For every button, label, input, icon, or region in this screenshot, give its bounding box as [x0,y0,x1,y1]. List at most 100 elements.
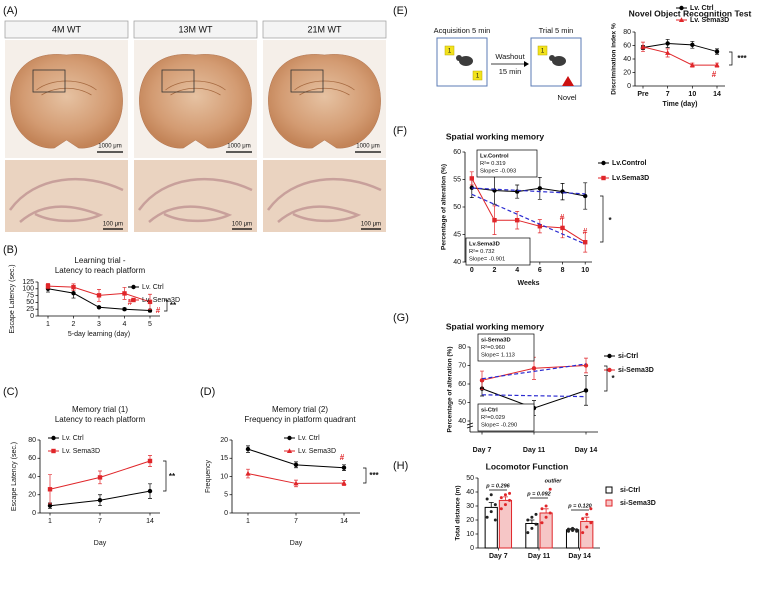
annotation: * [611,374,615,383]
y-tick-label: 0 [627,83,631,90]
object-1 [472,70,483,81]
data-point [51,448,56,454]
data-point [678,17,685,22]
panel-label: (F) [393,125,407,137]
x-tick-label: 4 [123,321,127,328]
data-point [714,49,720,54]
chart-title: Locomotor Function [486,461,569,471]
significance-bracket [164,299,168,312]
x-axis-label: Day [290,540,303,547]
individual-point [534,522,538,526]
data-point [582,193,588,199]
chart-title: Learning trial - [74,256,125,265]
y-tick-label: 125 [22,279,34,286]
x-tick-label: 1 [46,321,50,328]
panel-label: (B) [3,244,18,256]
individual-point [534,512,538,516]
data-point [122,291,127,296]
y-tick-label: 10 [220,473,228,480]
individual-point [508,498,512,502]
column-header-box [133,20,258,39]
individual-point [566,529,570,533]
individual-point [485,515,489,519]
bar [484,506,498,549]
x-tick-label: Day 7 [489,553,508,560]
annotation: # [128,298,133,307]
chart-title: Memory trial (1) [72,405,128,414]
stat-text: si-Ctrl [481,408,498,414]
mouse-head [456,55,462,61]
data-point [71,284,76,290]
roi-box [290,69,324,93]
roi-box [32,69,66,93]
mouse-icon [459,56,473,66]
hippocampus-outline [165,80,226,96]
chart-title: Spatial working memory [446,131,545,141]
individual-point [499,507,503,511]
object-1 [444,45,455,56]
individual-point [503,493,507,497]
stat-box [477,403,535,432]
x-tick-label: 4 [515,267,519,274]
data-point [293,462,299,468]
individual-point [508,491,512,495]
y-tick-label: 20 [623,69,631,76]
x-axis-label: Time (day) [663,101,698,108]
individual-point [585,525,589,529]
individual-point [581,531,585,535]
individual-point [548,487,552,491]
individual-point [566,527,570,531]
y-tick-label: 55 [453,176,461,183]
data-point [640,44,646,49]
annotation: # [712,70,717,79]
data-point [51,435,56,441]
y-tick-label: 40 [28,473,36,480]
x-tick-label: 7 [294,518,298,525]
x-tick-label: 3 [97,321,101,328]
annotation: outlier [545,478,563,484]
individual-point [489,510,493,514]
annotation: *** [369,471,379,480]
individual-point [493,503,497,507]
data-point [690,42,695,48]
stat-box [476,149,538,178]
data-point [293,480,299,486]
washout-label: 15 min [499,67,522,76]
cell-layer [266,177,382,223]
x-tick-label: 8 [561,267,565,274]
individual-point [530,526,534,530]
data-point [537,186,543,191]
trend-line [471,193,586,245]
protocol-step: Acquisition 5 min [434,26,491,35]
data-point [47,487,53,492]
object-1 [537,45,548,56]
x-tick-label: 5 [148,321,152,328]
y-tick-label: 60 [623,42,631,49]
individual-point [571,529,575,532]
data-point [45,283,51,289]
error-bar [488,502,494,508]
individual-point [540,507,544,511]
x-tick-label: 1 [48,518,52,525]
panel-label: (G) [393,312,409,324]
trend-line [481,363,587,380]
individual-point [499,496,503,500]
data-point [147,488,153,494]
data-point [679,5,684,11]
chart-title: Spatial working memory [446,321,545,331]
cell-layer [137,177,253,223]
y-tick-label: 60 [28,455,36,462]
x-axis-label: Day [94,540,107,547]
stat-text: si-Sema3D [481,338,511,344]
y-tick-label: 60 [453,149,461,156]
x-tick-label: 2 [493,267,497,274]
data-point [245,470,251,476]
chart-title: Latency to reach platform [55,415,146,424]
brain-section [268,54,381,149]
error-bar [502,496,508,501]
brain-section [139,54,252,149]
data-point [286,448,293,453]
stat-text: Lv.Sema3D [469,242,500,248]
data-point [531,366,537,371]
